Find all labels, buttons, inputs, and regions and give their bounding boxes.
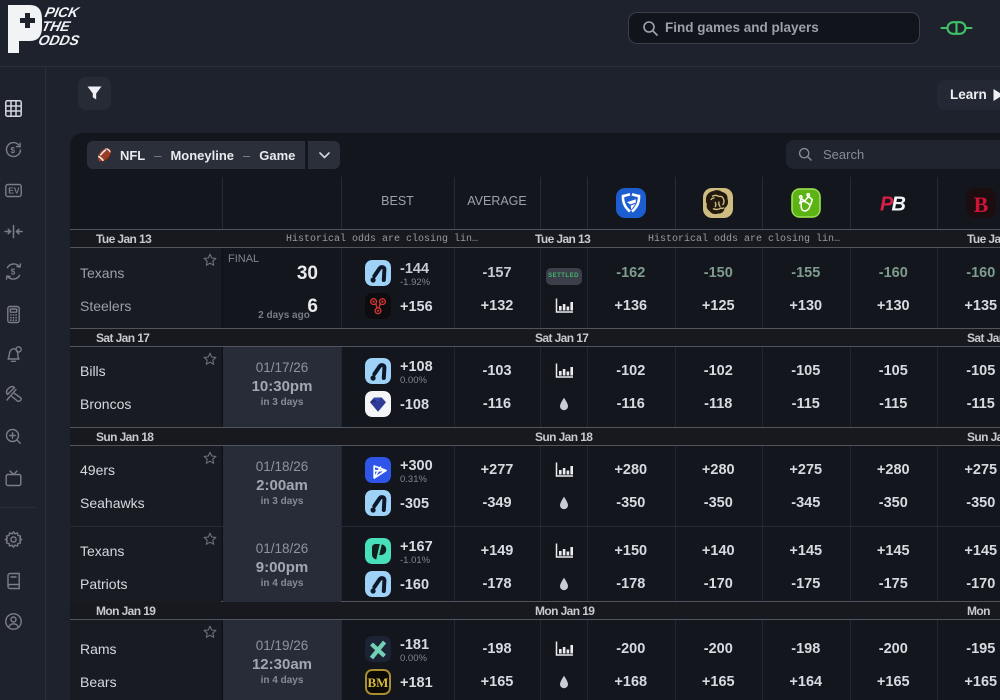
svg-text:BM: BM [368, 675, 389, 690]
svg-text:B: B [973, 192, 988, 217]
svg-text:$: $ [11, 146, 16, 155]
svg-text:EV: EV [8, 185, 20, 195]
svg-text:P: P [880, 194, 894, 216]
svg-text:$: $ [11, 268, 16, 277]
svg-text:B: B [892, 194, 906, 216]
